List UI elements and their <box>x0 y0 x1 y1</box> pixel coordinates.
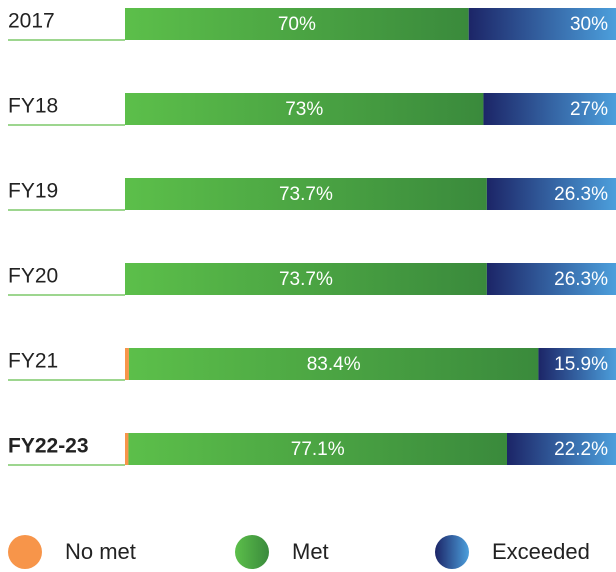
value-label: 27% <box>570 99 608 120</box>
bar-segment <box>125 433 129 465</box>
category-label: 2017 <box>8 10 55 33</box>
bar-segment <box>125 8 469 40</box>
legend-swatch <box>235 535 269 569</box>
legend-label: Exceeded <box>492 539 590 564</box>
value-label: 22.2% <box>554 439 608 460</box>
bar-segment <box>506 433 616 465</box>
value-label: 15.9% <box>554 354 608 375</box>
category-label: FY18 <box>8 95 58 118</box>
bar-segment <box>125 263 487 295</box>
category-label: FY20 <box>8 265 58 288</box>
category-label: FY21 <box>8 350 58 373</box>
bar-segment <box>125 93 484 125</box>
bar-segment <box>125 348 129 380</box>
bar-segment <box>125 178 487 210</box>
category-label: FY22-23 <box>8 435 89 458</box>
legend-label: Met <box>292 539 329 564</box>
value-label: 83.4% <box>307 354 361 375</box>
bar-segment <box>486 178 616 210</box>
legend-swatch <box>8 535 42 569</box>
value-label: 77.1% <box>291 439 345 460</box>
value-label: 73.7% <box>279 269 333 290</box>
category-label: FY19 <box>8 180 58 203</box>
value-label: 26.3% <box>554 269 608 290</box>
value-label: 70% <box>278 14 316 35</box>
bar-segment <box>538 348 616 380</box>
bar-segment <box>486 263 616 295</box>
value-label: 73% <box>285 99 323 120</box>
legend-swatch <box>435 535 469 569</box>
value-label: 30% <box>570 14 608 35</box>
bar-segment <box>468 8 616 40</box>
bar-segment <box>128 348 539 380</box>
value-label: 73.7% <box>279 184 333 205</box>
value-label: 26.3% <box>554 184 608 205</box>
legend-label: No met <box>65 539 136 564</box>
bar-segment <box>483 93 616 125</box>
bar-segment <box>128 433 507 465</box>
